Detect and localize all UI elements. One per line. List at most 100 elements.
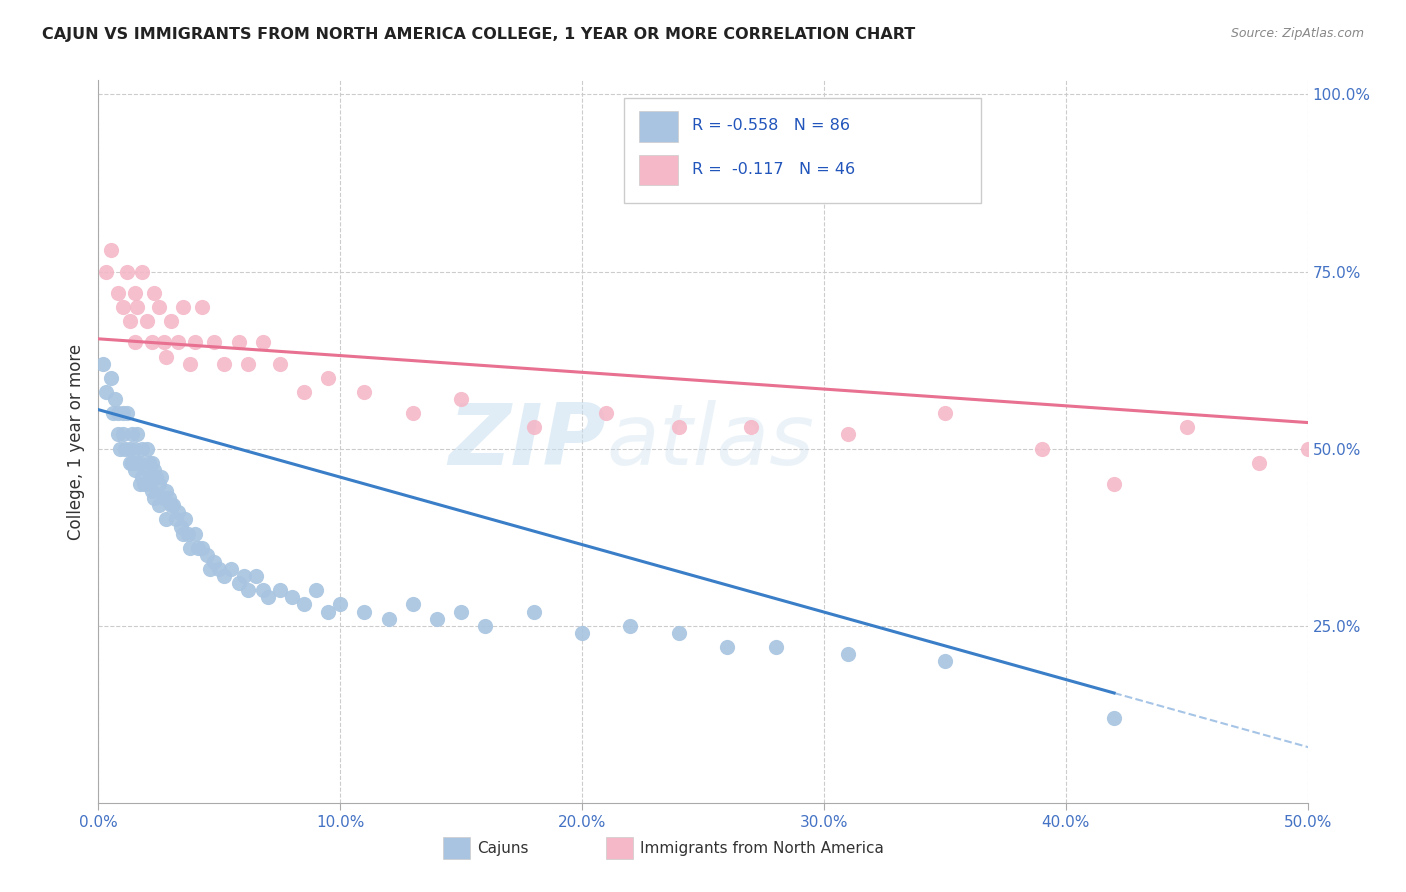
Bar [443, 838, 470, 859]
Point [104, 392, 127, 406]
Point [143, 463, 166, 477]
Point [162, 498, 184, 512]
Point [316, 371, 339, 385]
Point [160, 314, 183, 328]
Point [402, 598, 425, 612]
Point [252, 335, 274, 350]
Text: CAJUN VS IMMIGRANTS FROM NORTH AMERICA COLLEGE, 1 YEAR OR MORE CORRELATION CHART: CAJUN VS IMMIGRANTS FROM NORTH AMERICA C… [42, 27, 915, 42]
Point [127, 300, 149, 314]
Text: atlas: atlas [606, 400, 814, 483]
Point [1249, 456, 1271, 470]
Point [252, 583, 274, 598]
Point [208, 562, 231, 576]
Bar [638, 154, 678, 185]
Point [141, 456, 163, 470]
Point [127, 456, 149, 470]
Point [124, 463, 146, 477]
Point [426, 612, 449, 626]
Point [238, 357, 260, 371]
Point [160, 498, 183, 512]
Point [118, 442, 141, 456]
Point [157, 491, 180, 506]
Point [91, 357, 114, 371]
Point [1344, 605, 1367, 619]
Point [228, 576, 250, 591]
Text: Source: ZipAtlas.com: Source: ZipAtlas.com [1230, 27, 1364, 40]
Point [184, 526, 207, 541]
Point [135, 442, 157, 456]
Point [571, 625, 593, 640]
Point [353, 384, 375, 399]
Point [111, 427, 134, 442]
Point [221, 562, 243, 576]
Point [143, 491, 166, 506]
Point [177, 526, 200, 541]
Point [198, 562, 221, 576]
Point [191, 541, 214, 555]
Point [165, 512, 187, 526]
Point [169, 519, 191, 533]
Point [256, 591, 278, 605]
Point [135, 463, 157, 477]
Point [837, 647, 859, 661]
Point [716, 640, 738, 654]
Y-axis label: College, 1 year or more: College, 1 year or more [66, 343, 84, 540]
Point [134, 477, 156, 491]
Point [523, 420, 546, 434]
Point [145, 470, 167, 484]
Point [329, 598, 352, 612]
Point [131, 442, 153, 456]
Point [204, 555, 226, 569]
Point [174, 512, 197, 526]
Point [167, 505, 190, 519]
Point [150, 470, 173, 484]
Point [138, 456, 160, 470]
Point [281, 591, 304, 605]
Text: R =  -0.117   N = 46: R = -0.117 N = 46 [692, 161, 855, 177]
Point [212, 569, 235, 583]
Point [292, 384, 315, 399]
Point [305, 583, 328, 598]
Point [238, 583, 260, 598]
Point [167, 335, 190, 350]
Point [107, 406, 129, 420]
Point [740, 420, 762, 434]
Point [1031, 442, 1053, 456]
Point [172, 300, 194, 314]
Point [124, 335, 146, 350]
Point [402, 406, 425, 420]
Point [148, 300, 170, 314]
Point [269, 357, 291, 371]
Point [148, 477, 170, 491]
Point [107, 285, 129, 300]
Point [195, 548, 218, 562]
Text: Immigrants from North America: Immigrants from North America [640, 841, 884, 855]
Point [668, 420, 690, 434]
Point [121, 427, 143, 442]
Point [837, 427, 859, 442]
Point [172, 526, 194, 541]
Text: Cajuns: Cajuns [477, 841, 529, 855]
Point [152, 335, 174, 350]
Point [1102, 477, 1125, 491]
Point [450, 605, 472, 619]
Point [155, 484, 177, 499]
Point [131, 264, 153, 278]
Point [934, 654, 956, 668]
Point [148, 498, 170, 512]
Point [141, 484, 163, 499]
Point [111, 300, 134, 314]
Point [179, 357, 201, 371]
Point [450, 392, 472, 406]
FancyBboxPatch shape [624, 98, 981, 203]
Point [245, 569, 267, 583]
Point [138, 477, 160, 491]
Point [94, 384, 117, 399]
Point [595, 406, 617, 420]
Point [131, 470, 153, 484]
Point [124, 442, 146, 456]
Point [107, 427, 129, 442]
Point [353, 605, 375, 619]
Point [117, 264, 139, 278]
Point [212, 357, 235, 371]
